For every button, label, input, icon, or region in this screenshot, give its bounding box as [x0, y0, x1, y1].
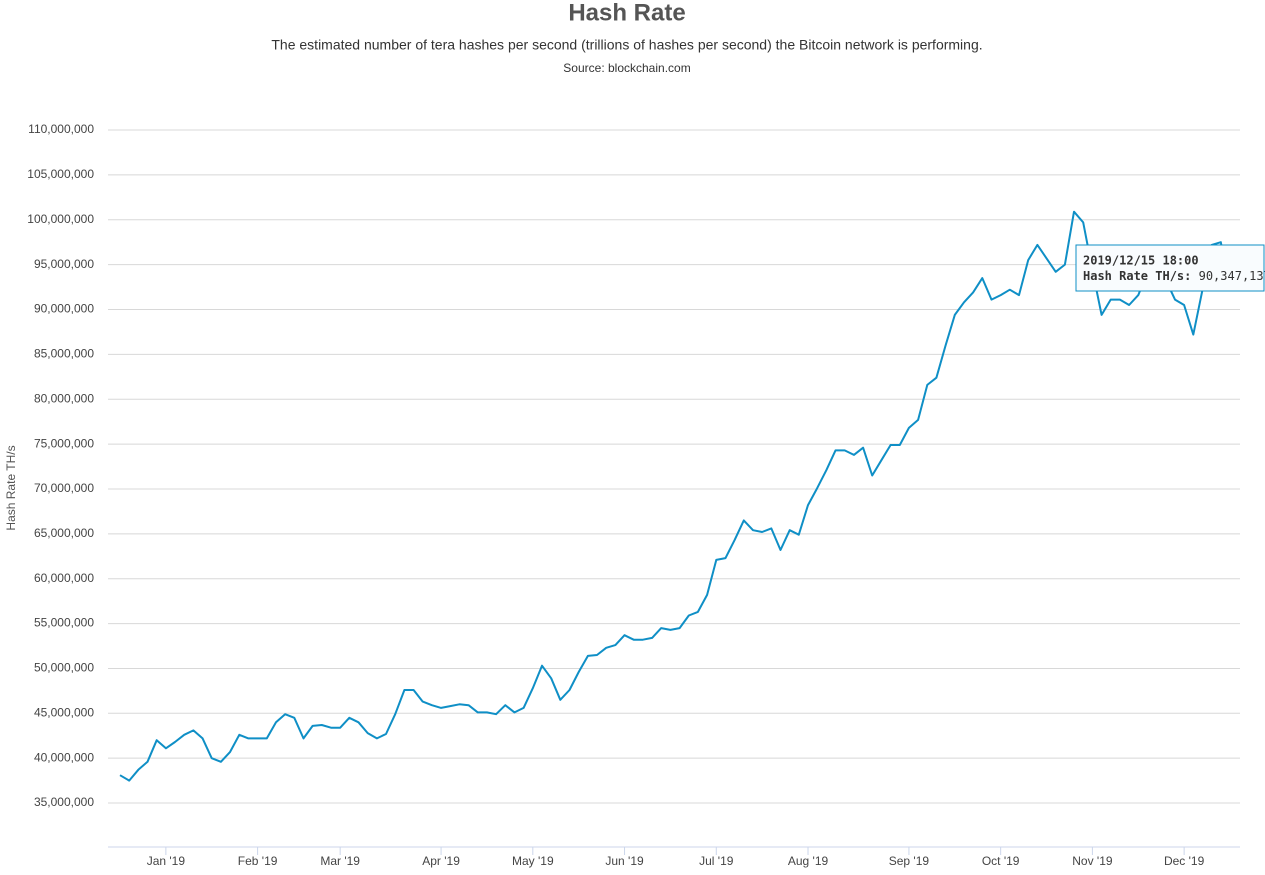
chart-source: Source: blockchain.com: [563, 61, 690, 75]
y-tick-label: 100,000,000: [27, 212, 94, 226]
y-tick-label: 75,000,000: [34, 436, 94, 450]
x-tick-label: Dec '19: [1164, 854, 1205, 868]
tooltip-value: 90,347,137: [1199, 269, 1265, 283]
y-tick-label: 35,000,000: [34, 795, 94, 809]
y-tick-label: 70,000,000: [34, 481, 94, 495]
y-tick-label: 60,000,000: [34, 571, 94, 585]
y-tick-label: 95,000,000: [34, 257, 94, 271]
x-tick-label: Aug '19: [788, 854, 829, 868]
y-tick-label: 55,000,000: [34, 616, 94, 630]
tooltip-line: Hash Rate TH/s: 90,347,137: [1083, 269, 1265, 283]
data-line: [119, 210, 1231, 782]
tooltip-colon: :: [1184, 269, 1198, 283]
x-tick-label: Jan '19: [147, 854, 186, 868]
y-tick-label: 50,000,000: [34, 661, 94, 675]
x-tick-label: Sep '19: [889, 854, 930, 868]
y-tick-label: 110,000,000: [28, 122, 94, 136]
tooltip-date: 2019/12/15 18:00: [1083, 254, 1199, 268]
y-tick-label: 105,000,000: [27, 167, 94, 181]
x-tick-label: Feb '19: [238, 854, 278, 868]
y-tick-label: 80,000,000: [34, 391, 94, 405]
x-tick-label: Nov '19: [1072, 854, 1113, 868]
tooltip: 2019/12/15 18:00 Hash Rate TH/s: 90,347,…: [1075, 244, 1265, 292]
x-tick-label: Jun '19: [605, 854, 644, 868]
x-tick-label: May '19: [512, 854, 554, 868]
chart-title: Hash Rate: [568, 0, 685, 26]
tooltip-box: [1075, 244, 1265, 292]
y-tick-label: 90,000,000: [34, 302, 94, 316]
x-tick-label: Jul '19: [699, 854, 734, 868]
plot-area: 35,000,000 40,000,000 45,000,000 50,000,000…: [27, 122, 1240, 868]
y-tick-label: 40,000,000: [34, 750, 94, 764]
y-tick-label: 65,000,000: [34, 526, 94, 540]
y-axis-title: Hash Rate TH/s: [4, 445, 18, 530]
chart-subtitle: The estimated number of tera hashes per …: [271, 37, 982, 53]
y-tick-label: 45,000,000: [34, 705, 94, 719]
tooltip-label: Hash Rate TH/s: [1083, 269, 1184, 283]
x-tick-label: Apr '19: [422, 854, 460, 868]
x-tick-label: Oct '19: [982, 854, 1020, 868]
x-tick-label: Mar '19: [320, 854, 360, 868]
y-tick-label: 85,000,000: [34, 347, 94, 361]
